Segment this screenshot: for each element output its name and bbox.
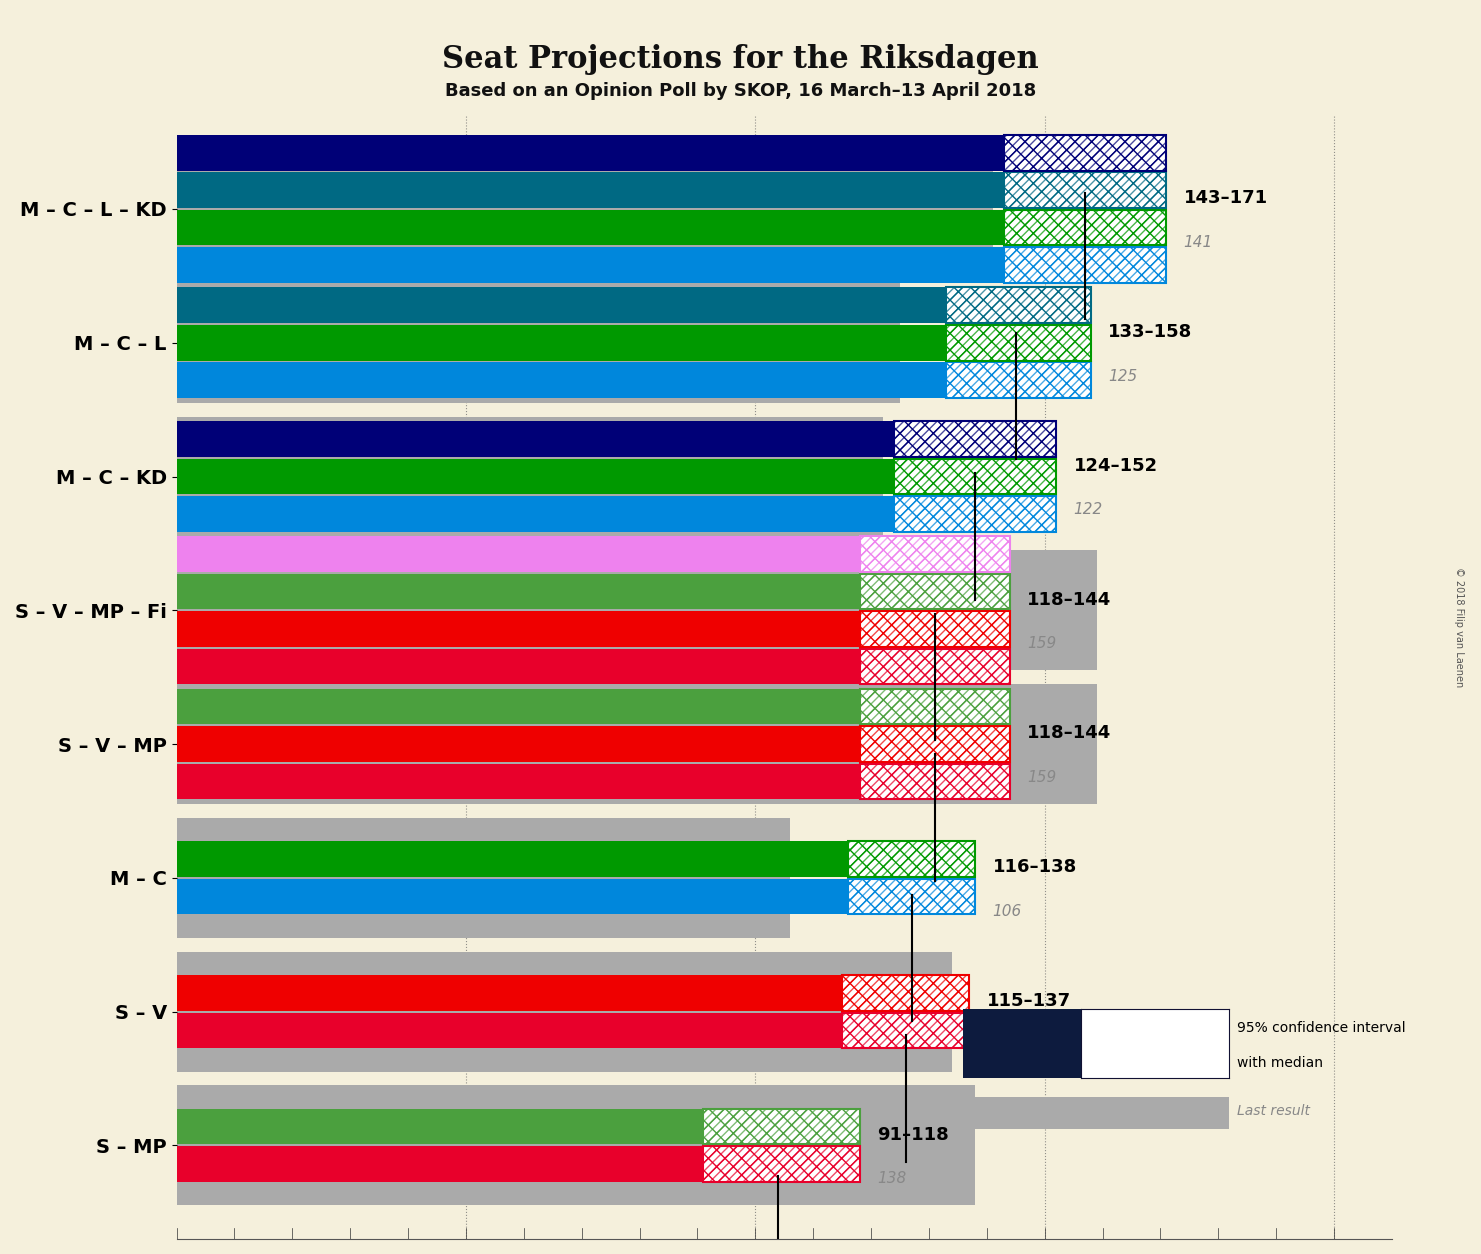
FancyBboxPatch shape xyxy=(859,726,1010,762)
Text: Last result: Last result xyxy=(1237,1104,1309,1119)
Bar xyxy=(176,611,935,647)
Text: 138: 138 xyxy=(877,1171,906,1186)
Text: 118–144: 118–144 xyxy=(1028,591,1112,608)
Bar xyxy=(176,149,992,268)
Bar xyxy=(176,574,935,609)
Text: 106: 106 xyxy=(992,904,1022,919)
Bar xyxy=(176,1109,779,1145)
Text: with median: with median xyxy=(1237,1056,1323,1071)
FancyBboxPatch shape xyxy=(843,976,970,1011)
Bar xyxy=(176,976,906,1011)
Text: 122: 122 xyxy=(1074,503,1103,518)
FancyBboxPatch shape xyxy=(849,879,976,914)
Bar xyxy=(176,362,1016,398)
Text: © 2018 Filip van Laenen: © 2018 Filip van Laenen xyxy=(1454,567,1463,687)
FancyBboxPatch shape xyxy=(895,497,1056,532)
Bar xyxy=(176,537,935,572)
Text: 159: 159 xyxy=(1028,636,1056,651)
FancyBboxPatch shape xyxy=(895,421,1056,456)
Bar xyxy=(176,459,976,494)
Text: 116–138: 116–138 xyxy=(992,858,1077,877)
FancyBboxPatch shape xyxy=(1004,247,1166,283)
Bar xyxy=(176,551,1097,670)
Text: Based on an Opinion Poll by SKOP, 16 March–13 April 2018: Based on an Opinion Poll by SKOP, 16 Mar… xyxy=(444,82,1037,99)
FancyBboxPatch shape xyxy=(703,1109,859,1145)
FancyBboxPatch shape xyxy=(859,648,1010,685)
FancyBboxPatch shape xyxy=(843,1012,970,1048)
FancyBboxPatch shape xyxy=(1004,209,1166,246)
Bar xyxy=(176,648,935,685)
Text: 91–118: 91–118 xyxy=(877,1126,949,1144)
Text: 118–144: 118–144 xyxy=(1028,725,1112,742)
Bar xyxy=(176,818,789,938)
Bar xyxy=(176,135,1086,171)
FancyBboxPatch shape xyxy=(703,1146,859,1181)
Bar xyxy=(176,247,1086,283)
FancyBboxPatch shape xyxy=(859,688,1010,725)
Bar xyxy=(176,209,1086,246)
FancyBboxPatch shape xyxy=(859,764,1010,799)
Text: 124–152: 124–152 xyxy=(1074,456,1158,475)
Bar xyxy=(176,325,1016,360)
FancyBboxPatch shape xyxy=(1004,173,1166,208)
FancyBboxPatch shape xyxy=(859,574,1010,609)
FancyBboxPatch shape xyxy=(859,537,1010,572)
Text: 95% confidence interval: 95% confidence interval xyxy=(1237,1021,1405,1036)
Text: Seat Projections for the Riksdagen: Seat Projections for the Riksdagen xyxy=(443,44,1038,75)
Bar xyxy=(176,421,976,456)
Bar xyxy=(176,1012,906,1048)
Bar xyxy=(176,688,935,725)
FancyBboxPatch shape xyxy=(859,611,1010,647)
Bar xyxy=(176,173,1086,208)
Bar xyxy=(176,1086,976,1205)
Bar xyxy=(176,1146,779,1181)
Bar xyxy=(176,726,935,762)
Bar xyxy=(176,764,935,799)
FancyBboxPatch shape xyxy=(946,287,1091,324)
Bar xyxy=(176,879,912,914)
FancyBboxPatch shape xyxy=(1081,1009,1229,1078)
Bar xyxy=(176,287,1016,324)
FancyBboxPatch shape xyxy=(946,362,1091,398)
Text: 143–171: 143–171 xyxy=(1183,189,1268,207)
FancyBboxPatch shape xyxy=(849,841,976,877)
Text: 115–137: 115–137 xyxy=(986,992,1071,1009)
Text: 125: 125 xyxy=(1108,369,1137,384)
FancyBboxPatch shape xyxy=(946,325,1091,360)
FancyBboxPatch shape xyxy=(895,459,1056,494)
FancyBboxPatch shape xyxy=(1004,135,1166,171)
Bar xyxy=(176,416,883,537)
Text: 133–158: 133–158 xyxy=(1108,324,1192,341)
Text: 134: 134 xyxy=(986,1037,1016,1052)
Bar xyxy=(176,283,900,403)
Text: 141: 141 xyxy=(1183,234,1213,250)
Bar xyxy=(176,497,976,532)
Bar xyxy=(176,952,952,1071)
Bar xyxy=(176,685,1097,804)
Text: 159: 159 xyxy=(1028,770,1056,785)
Bar xyxy=(176,841,912,877)
